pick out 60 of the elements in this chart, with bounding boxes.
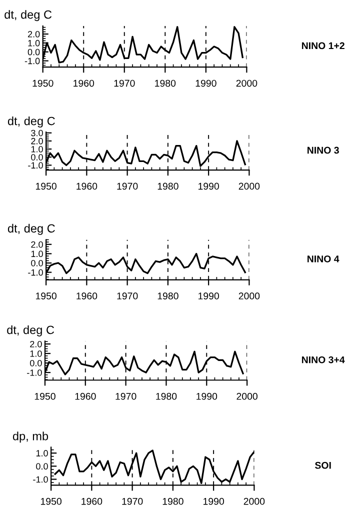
text: NINO 1+2 xyxy=(302,42,344,50)
x-tick-label: 1990 xyxy=(196,392,218,400)
x-tick-label: 2000 xyxy=(238,292,260,300)
x-tick-label: 2000 xyxy=(244,498,265,505)
x-tick-label: 1980 xyxy=(155,80,176,87)
y-tick-label: 2.0 xyxy=(28,31,40,38)
y-axis-title: dt, deg C xyxy=(8,224,55,235)
x-tick-label: 1950 xyxy=(36,182,56,190)
x-tick-label: 1950 xyxy=(40,498,62,505)
y-tick-label: 2.0 xyxy=(31,241,43,248)
x-tick-label: 1970 xyxy=(117,292,138,300)
x-tick-label: 1950 xyxy=(34,392,56,400)
y-tick-label: 0.0 xyxy=(31,260,43,266)
x-tick-label: 1970 xyxy=(117,182,138,190)
y-axis-title: dt, deg C xyxy=(7,325,54,336)
y-axis-title: dt, deg C xyxy=(4,10,52,22)
x-tick-label: 1990 xyxy=(198,292,219,300)
x-tick-label: 1950 xyxy=(32,80,54,87)
y-tick-label: 1.0 xyxy=(28,40,40,46)
y-axis-title: dp, mb xyxy=(12,432,48,443)
y-tick-label: 1.0 xyxy=(31,250,43,258)
x-tick-label: 1950 xyxy=(36,292,56,300)
y-tick-label: -1.0 xyxy=(28,162,43,169)
x-tick-label: 1990 xyxy=(203,498,224,505)
y-tick-label: 1.0 xyxy=(30,350,42,357)
y-tick-label: 1.0 xyxy=(36,450,48,456)
x-tick-label: 1960 xyxy=(82,498,102,505)
y-tick-label: -1.0 xyxy=(33,476,48,483)
x-tick-label: 1970 xyxy=(122,498,143,505)
x-tick-label: 2000 xyxy=(238,182,260,190)
x-tick-label: 1980 xyxy=(158,292,178,300)
y-tick-label: 0.0 xyxy=(28,48,40,56)
x-tick-label: 2000 xyxy=(236,80,258,87)
y-tick-label: 0.0 xyxy=(36,463,48,470)
y-tick-label: -1.0 xyxy=(27,369,42,376)
x-tick-label: 1980 xyxy=(158,182,178,190)
x-tick-label: 1960 xyxy=(74,80,94,87)
y-axis-title: dt, deg C xyxy=(8,116,55,128)
x-tick-label: 1960 xyxy=(76,292,98,300)
text: SOI xyxy=(314,462,331,469)
y-tick-label: 0.0 xyxy=(30,360,42,366)
x-tick-label: 1960 xyxy=(76,182,98,190)
x-tick-label: 1970 xyxy=(114,80,135,87)
x-tick-label: 1970 xyxy=(116,392,136,400)
text: NINO 3 xyxy=(308,146,339,154)
x-tick-label: 1960 xyxy=(75,392,96,400)
y-tick-label: 1.0 xyxy=(31,146,43,152)
x-tick-label: 1980 xyxy=(156,392,177,400)
x-tick-label: 1990 xyxy=(196,80,216,87)
y-tick-label: 2.0 xyxy=(31,138,43,144)
y-tick-label: -1.0 xyxy=(28,269,43,276)
y-tick-label: 2.0 xyxy=(30,340,42,348)
x-tick-label: 1980 xyxy=(162,498,184,505)
text: NINO 4 xyxy=(308,255,340,262)
y-tick-label: -1.0 xyxy=(24,58,40,64)
y-tick-label: 0.0 xyxy=(31,154,43,160)
y-tick-label: 3.0 xyxy=(31,130,43,136)
x-tick-label: 2000 xyxy=(236,392,258,400)
text: NINO 3+4 xyxy=(302,356,345,364)
x-tick-label: 1990 xyxy=(198,182,219,190)
